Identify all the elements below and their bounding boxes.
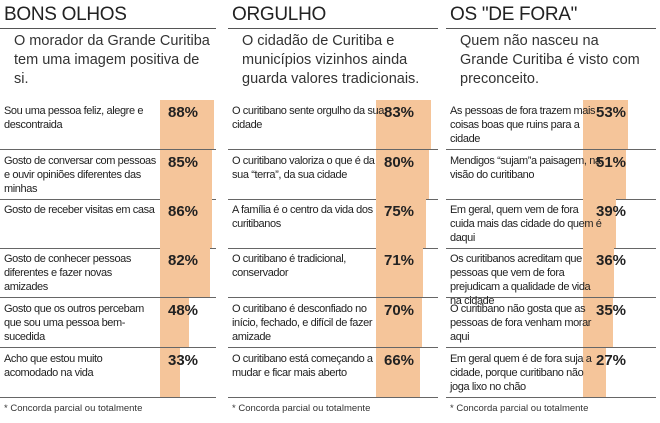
bar [583, 348, 606, 397]
row-label: O curitibano é tradicional, conservador [232, 253, 346, 279]
row-label: O curitibano não gosta que as pessoas de… [450, 303, 592, 343]
data-label: 75% [384, 203, 415, 220]
table-row: Mendigos “sujam”a paisagem, na visão do … [446, 150, 656, 200]
row-label: Gosto que os outros percebam que sou uma… [4, 303, 144, 343]
footnote: * Concorda parcial ou totalmente [450, 403, 589, 414]
data-label: 85% [168, 154, 199, 171]
chart-column-2: ORGULHO O cidadão de Curitiba e municípi… [228, 0, 438, 423]
row-label: As pessoas de fora trazem mais coisas bo… [450, 105, 596, 145]
table-row: Em geral, quem vem de fora cuida mais da… [446, 199, 656, 249]
bar [376, 248, 423, 297]
data-label: 33% [168, 352, 199, 369]
table-row: Os curitibanos acreditam que pessoas que… [446, 248, 656, 307]
row-label: Acho que estou muito acomodado na vida [4, 353, 103, 379]
data-label: 83% [384, 104, 415, 121]
bar [376, 150, 429, 199]
row-label: O curitibano valoriza o que é da sua “te… [232, 155, 375, 181]
data-label: 71% [384, 252, 415, 269]
data-label: 39% [596, 203, 627, 220]
row-label: A família é o centro da vida dos curitib… [232, 204, 373, 230]
bar [160, 298, 190, 347]
bar [160, 248, 211, 297]
chart-title: BONS OLHOS [4, 4, 127, 25]
data-label: 53% [596, 104, 627, 121]
data-label: 27% [596, 352, 627, 369]
data-label: 80% [384, 154, 415, 171]
data-label: 66% [384, 352, 415, 369]
table-row: O curitibano valoriza o que é da sua “te… [228, 150, 438, 200]
bar [376, 100, 431, 149]
chart-subtitle: O cidadão de Curitiba e municípios vizin… [242, 33, 420, 87]
bar [376, 298, 423, 347]
data-label: 48% [168, 302, 199, 319]
chart-subtitle: O morador da Grande Curitiba tem uma ima… [14, 33, 210, 87]
chart-column-1: BONS OLHOS O morador da Grande Curitiba … [0, 0, 216, 423]
table-row: O curitibano é tradicional, conservador … [228, 248, 438, 298]
divider [228, 28, 438, 29]
bar [160, 199, 213, 248]
chart-column-3: OS "DE FORA" Quem não nasceu na Grande C… [446, 0, 656, 423]
row-label: O curitibano sente orgulho da sua cidade [232, 105, 384, 131]
footnote: * Concorda parcial ou totalmente [232, 403, 371, 414]
table-row: O curitibano está começando a mudar e fi… [228, 348, 438, 398]
row-label: Em geral quem é de fora suja a cidade, p… [450, 353, 592, 393]
row-label: Gosto de receber visitas em casa [4, 204, 155, 216]
table-row: A família é o centro da vida dos curitib… [228, 199, 438, 249]
bar [583, 150, 627, 199]
row-label: Gosto de conhecer pessoas diferentes e f… [4, 253, 131, 293]
row-label: Mendigos “sujam”a paisagem, na visão do … [450, 155, 601, 181]
data-label: 35% [596, 302, 627, 319]
bar [376, 348, 420, 397]
table-row: Sou uma pessoa feliz, alegre e descontra… [0, 100, 216, 150]
table-row: As pessoas de fora trazem mais coisas bo… [446, 100, 656, 150]
row-label: Gosto de conversar com pessoas e ouvir o… [4, 155, 156, 195]
table-row: O curitibano é desconfiado no início, fe… [228, 298, 438, 348]
data-label: 70% [384, 302, 415, 319]
data-label: 51% [596, 154, 627, 171]
bar [583, 100, 629, 149]
chart-title: OS "DE FORA" [450, 4, 578, 25]
bar [583, 248, 614, 297]
table-row: Gosto de receber visitas em casa 86% [0, 199, 216, 249]
footnote: * Concorda parcial ou totalmente [4, 403, 143, 414]
table-row: Gosto de conversar com pessoas e ouvir o… [0, 150, 216, 200]
table-row: Em geral quem é de fora suja a cidade, p… [446, 348, 656, 398]
chart-subtitle: Quem não nasceu na Grande Curitiba é vis… [460, 33, 640, 87]
row-label: O curitibano é desconfiado no início, fe… [232, 303, 373, 343]
row-label: Os curitibanos acreditam que pessoas que… [450, 253, 591, 307]
bar [160, 348, 181, 397]
table-row: O curitibano não gosta que as pessoas de… [446, 298, 656, 348]
table-row: Acho que estou muito acomodado na vida 3… [0, 348, 216, 398]
table-row: O curitibano sente orgulho da sua cidade… [228, 100, 438, 150]
bar [376, 199, 426, 248]
bar [160, 150, 212, 199]
chart-title: ORGULHO [232, 4, 326, 25]
table-row: Gosto de conhecer pessoas diferentes e f… [0, 248, 216, 298]
divider [0, 28, 216, 29]
divider [446, 28, 656, 29]
bar [160, 100, 214, 149]
data-label: 88% [168, 104, 199, 121]
row-label: O curitibano está começando a mudar e fi… [232, 353, 373, 379]
table-row: Gosto que os outros percebam que sou uma… [0, 298, 216, 348]
data-label: 86% [168, 203, 199, 220]
row-label: Em geral, quem vem de fora cuida mais da… [450, 204, 602, 244]
bar [583, 199, 617, 248]
data-label: 82% [168, 252, 199, 269]
bar [583, 298, 613, 347]
row-label: Sou uma pessoa feliz, alegre e descontra… [4, 105, 144, 131]
data-label: 36% [596, 252, 627, 269]
